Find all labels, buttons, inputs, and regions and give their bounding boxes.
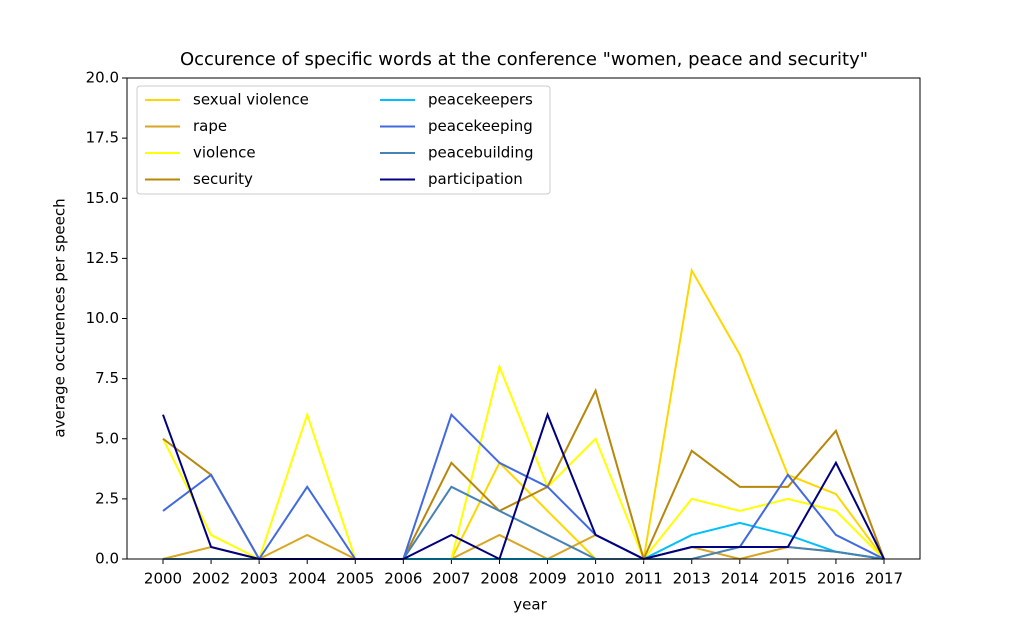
plot-frame [126,77,921,560]
y-tick-label: 5.0 [95,429,119,447]
legend-label: peacebuilding [428,144,534,162]
legend-label: sexual violence [193,91,309,109]
x-tick-label: 2008 [480,570,518,588]
legend-label: peacekeepers [428,91,533,109]
y-tick-label: 12.5 [86,249,119,267]
x-axis-label: year [513,596,547,614]
x-tick-label: 2015 [769,570,807,588]
series-line [163,267,885,560]
y-tick-label: 10.0 [86,309,119,327]
x-tick-label: 2005 [336,570,374,588]
x-tick-label: 2011 [625,570,663,588]
y-tick-label: 0.0 [95,550,119,568]
y-tick-label: 15.0 [86,189,119,207]
series-line [162,533,885,561]
series-line [162,412,885,561]
y-tick-label: 20.0 [86,69,119,87]
x-tick-label: 2006 [384,570,422,588]
legend-label: violence [193,144,256,162]
x-tick-label: 2017 [865,570,903,588]
x-tick-label: 2002 [192,570,230,588]
y-tick-label: 17.5 [86,129,119,147]
legend-box [136,85,551,195]
y-tick-label: 7.5 [95,369,119,387]
y-axis-label: average occurences per speech [51,198,69,437]
x-tick-label: 2014 [721,570,759,588]
legend-label: participation [428,170,523,188]
x-tick-label: 2000 [144,570,182,588]
y-tick-label: 2.5 [95,489,119,507]
x-tick-label: 2013 [673,570,711,588]
legend-label: rape [193,117,227,135]
x-tick-label: 2010 [577,570,615,588]
legend-label: security [193,170,253,188]
x-tick-label: 2007 [432,570,470,588]
x-tick-label: 2003 [240,570,278,588]
series-line [162,363,885,561]
x-tick-label: 2009 [528,570,566,588]
legend-label: peacekeeping [428,117,533,135]
x-tick-label: 2004 [288,570,326,588]
x-tick-label: 2016 [817,570,855,588]
chart-title: Occurence of specific words at the confe… [180,49,868,70]
